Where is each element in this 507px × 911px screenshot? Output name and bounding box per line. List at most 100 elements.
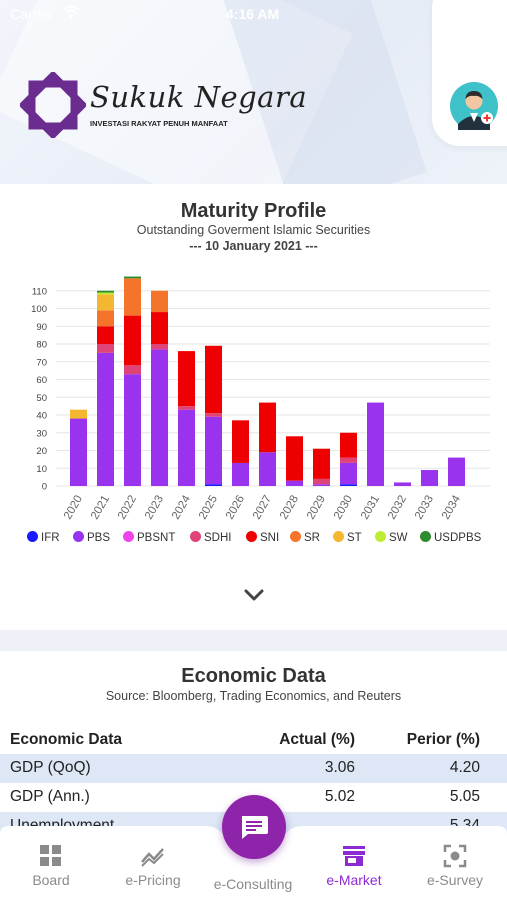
- y-tick-label: 90: [36, 322, 47, 333]
- row-actual: 3.06: [324, 759, 355, 776]
- x-tick-label: 2021: [89, 494, 112, 522]
- chart-legend: IFR PBS PBSNT SDHI SNI SR ST SW USDPBS: [0, 531, 507, 545]
- bar-segment-pbs-2031: [367, 402, 384, 486]
- chat-icon: [242, 816, 268, 839]
- maturity-title: Maturity Profile: [180, 200, 327, 222]
- bar-segment-ifr-2030: [340, 484, 357, 486]
- maturity-subtitle: Outstanding Goverment Islamic Securities: [136, 223, 371, 237]
- bar-segment-pbs-2027: [259, 452, 276, 486]
- legend-dot-icon: [190, 531, 201, 542]
- legend-label: PBS: [87, 532, 111, 544]
- bar-segment-pbs-2029: [313, 484, 330, 486]
- nav-e-market[interactable]: e-Market: [314, 844, 394, 888]
- nav-label: e-Market: [326, 872, 382, 888]
- bar-segment-pbs-2030: [340, 462, 357, 485]
- bar-segment-pbs-2024: [178, 409, 195, 486]
- bar-segment-sdhi-2029: [313, 478, 330, 485]
- x-tick-label: 2032: [386, 494, 409, 522]
- bar-segment-sni-2028: [286, 436, 303, 481]
- y-tick-label: 30: [36, 428, 47, 439]
- x-tick-label: 2034: [440, 493, 463, 522]
- bar-segment-pbs-2026: [232, 462, 249, 486]
- wifi-icon: [62, 5, 80, 22]
- bar-segment-st-2020: [70, 409, 87, 419]
- y-tick-label: 50: [36, 393, 47, 404]
- bar-segment-sdhi-2030: [340, 457, 357, 463]
- row-name: GDP (Ann.): [10, 788, 90, 805]
- legend-item-sdhi[interactable]: SDHI: [190, 531, 231, 544]
- legend-item-pbsnt[interactable]: PBSNT: [123, 531, 175, 544]
- bar-segment-sr-2021: [97, 310, 114, 327]
- bar-segment-sw-2021: [97, 292, 114, 295]
- legend-item-ifr[interactable]: IFR: [27, 531, 60, 544]
- legend-label: USDPBS: [434, 532, 482, 544]
- legend-item-sr[interactable]: SR: [290, 531, 320, 544]
- legend-label: PBSNT: [137, 532, 176, 544]
- nav-e-pricing[interactable]: e-Pricing: [113, 844, 193, 888]
- y-tick-label: 40: [36, 411, 47, 422]
- bar-segment-pbs-2021: [97, 352, 114, 486]
- bar-segment-pbs-2032: [394, 482, 411, 486]
- bar-segment-sni-2024: [178, 351, 195, 407]
- legend-dot-icon: [375, 531, 386, 542]
- y-tick-label: 70: [36, 357, 47, 368]
- x-tick-label: 2029: [305, 494, 328, 522]
- nav-e-consulting[interactable]: e-Consulting: [213, 876, 293, 892]
- row-name: GDP (QoQ): [10, 759, 91, 776]
- e-consulting-fab[interactable]: [222, 795, 286, 859]
- legend-item-st[interactable]: ST: [333, 531, 362, 544]
- bar-segment-sni-2029: [313, 448, 330, 479]
- legend-dot-icon: [27, 531, 38, 542]
- y-tick-label: 110: [32, 286, 47, 297]
- bar-segment-pbs-2034: [448, 457, 465, 486]
- legend-dot-icon: [73, 531, 84, 542]
- bar-segment-sni-2026: [232, 420, 249, 463]
- x-tick-label: 2023: [143, 494, 166, 522]
- y-tick-label: 100: [31, 304, 47, 315]
- x-tick-label: 2024: [170, 493, 193, 522]
- bar-segment-st-2021: [97, 294, 114, 311]
- carrier-label: Carrier: [10, 6, 53, 22]
- bar-segment-sdhi-2021: [97, 344, 114, 353]
- row-prior: 4.20: [449, 759, 480, 776]
- bar-segment-sni-2021: [97, 326, 114, 344]
- bar-segment-sdhi-2025: [205, 413, 222, 417]
- column-header-economic-data: Economic Data: [10, 731, 122, 748]
- y-tick-label: 0: [42, 482, 47, 493]
- legend-item-sni[interactable]: SNI: [246, 531, 279, 544]
- nav-e-survey[interactable]: e-Survey: [415, 844, 495, 888]
- legend-label: SR: [304, 532, 320, 544]
- bar-segment-pbs-2033: [421, 470, 438, 486]
- legend-item-pbs[interactable]: PBS: [73, 531, 110, 544]
- x-tick-label: 2025: [197, 494, 220, 522]
- bar-segment-sdhi-2024: [178, 406, 195, 410]
- legend-label: SNI: [260, 532, 280, 544]
- bar-segment-sni-2025: [205, 345, 222, 414]
- brand-name: Sukuk Negara: [90, 80, 308, 114]
- bar-segment-sni-2030: [340, 432, 357, 458]
- bar-segment-usdpbs-2022: [124, 276, 141, 279]
- legend-label: ST: [347, 532, 362, 544]
- legend-label: IFR: [41, 532, 60, 544]
- legend-item-sw[interactable]: SW: [375, 531, 408, 544]
- legend-dot-icon: [123, 531, 134, 542]
- legend-item-usdpbs[interactable]: USDPBS: [420, 531, 481, 544]
- bar-segment-pbs-2028: [286, 480, 303, 486]
- bar-segment-sni-2023: [151, 312, 168, 344]
- clock: 4:16 AM: [226, 6, 280, 22]
- table-row: GDP (QoQ) 3.06 4.20: [0, 754, 507, 783]
- nav-label: e-Consulting: [213, 876, 293, 892]
- scan-icon: [443, 844, 467, 868]
- maturity-profile-card: [0, 184, 507, 630]
- chevron-down-icon[interactable]: [244, 588, 264, 607]
- legend-dot-icon: [290, 531, 301, 542]
- status-bar: Carrier 4:16 AM: [0, 5, 507, 24]
- y-tick-label: 20: [36, 446, 47, 457]
- nav-board[interactable]: Board: [11, 844, 91, 888]
- nav-label: Board: [32, 872, 70, 888]
- user-avatar-icon[interactable]: [450, 82, 498, 130]
- bar-segment-sdhi-2022: [124, 365, 141, 375]
- economic-table-header: Economic Data Actual (%) Perior (%): [0, 726, 507, 754]
- maturity-date: --- 10 January 2021 ---: [189, 239, 318, 253]
